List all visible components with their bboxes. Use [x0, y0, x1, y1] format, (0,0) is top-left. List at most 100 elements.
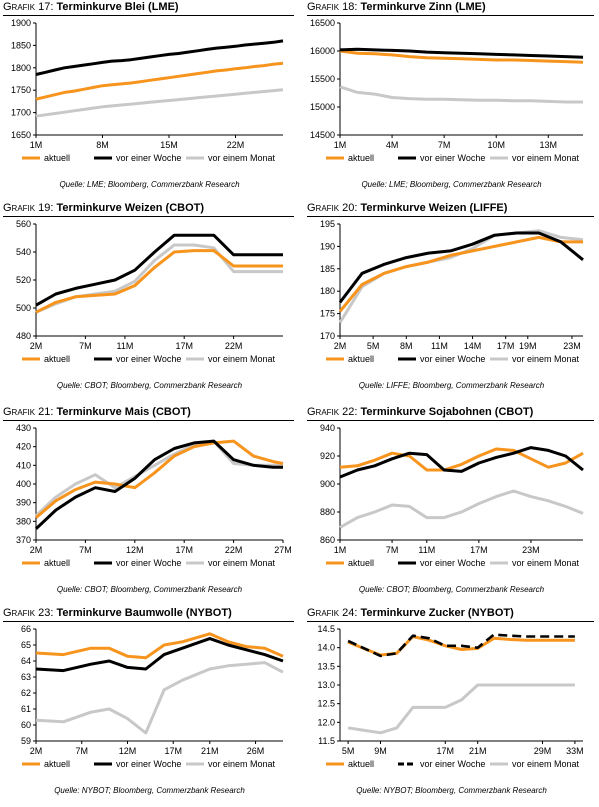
chart-title: Grafik 18: Terminkurve Zinn (LME) [307, 1, 486, 13]
y-tick-label: 59 [21, 736, 31, 746]
y-tick-label: 16000 [310, 46, 335, 56]
legend-label: vor einem Monat [512, 153, 580, 163]
legend-label: aktuell [44, 354, 70, 364]
y-tick-label: 860 [320, 535, 335, 545]
y-tick-label: 12.0 [317, 717, 335, 727]
title-rule [307, 216, 594, 217]
y-tick-label: 480 [16, 331, 31, 341]
y-tick-label: 61 [21, 704, 31, 714]
y-tick-label: 11.5 [318, 736, 335, 746]
legend-label: aktuell [44, 558, 70, 568]
x-tick-label: 23M [522, 545, 540, 555]
x-tick-label: 5M [367, 341, 380, 351]
x-tick-label: 12M [119, 746, 137, 756]
x-tick-label: 26M [247, 746, 265, 756]
legend-label: aktuell [348, 558, 374, 568]
line-chart: 11.5 12.0 12.5 13.0 13.5 14.0 14.5 5M 9M 17M 21M 29… [317, 624, 583, 769]
chart-title-text: Terminkurve Zinn (LME) [360, 1, 486, 13]
y-tick-label: 66 [21, 624, 31, 634]
y-tick-label: 560 [16, 219, 31, 229]
y-tick-label: 370 [16, 535, 31, 545]
y-tick-label: 520 [16, 275, 31, 285]
x-tick-label: 2M [334, 341, 347, 351]
y-tick-label: 63 [21, 672, 31, 682]
x-tick-label: 1M [334, 545, 347, 555]
legend-label: vor einem Monat [512, 558, 580, 568]
chart-source: Quelle: CBOT; Bloomberg, Commerzbank Res… [56, 585, 243, 594]
series-line-vor-einem-monat [34, 439, 283, 517]
chart-title-text: Terminkurve Weizen (CBOT) [56, 202, 205, 214]
x-tick-label: 8M [400, 341, 413, 351]
y-tick-label: 14.5 [317, 624, 335, 634]
legend-label: aktuell [348, 759, 374, 769]
x-tick-label: 17M [175, 341, 193, 351]
chart-panel-22: Grafik 22: Terminkurve Sojabohnen (CBOT)… [304, 405, 599, 606]
title-rule [3, 420, 294, 421]
chart-title: Grafik 17: Terminkurve Blei (LME) [3, 1, 179, 13]
legend-label: aktuell [44, 153, 70, 163]
legend-label: vor einer Woche [116, 354, 181, 364]
x-tick-label: 7M [75, 746, 88, 756]
x-tick-label: 2M [30, 341, 43, 351]
y-tick-label: 60 [21, 720, 31, 730]
y-tick-label: 940 [320, 423, 335, 433]
series-line-vor-einer-woche [347, 633, 575, 658]
x-tick-label: 29M [534, 746, 552, 756]
line-chart: 480 500 520 540 560 2M 7M 11M 17M 22M aktuell vor e… [16, 219, 283, 364]
y-tick-label: 920 [320, 451, 335, 461]
line-chart: 59 60 61 62 63 64 65 66 2M 7M 12M 17M 21M 26M aktuell v… [21, 624, 284, 769]
series-line-aktuell [338, 235, 583, 313]
chart-source: Quelle: LME; Bloomberg, Commerzbank Rese… [59, 180, 240, 189]
chart-source: Quelle: NYBOT; Bloomberg, Commerzbank Re… [356, 786, 547, 795]
chart-title-text: Terminkurve Blei (LME) [56, 1, 179, 13]
y-tick-label: 190 [320, 241, 335, 251]
x-tick-label: 17M [164, 746, 182, 756]
y-tick-label: 1700 [11, 108, 31, 118]
chart-title-text: Terminkurve Weizen (LIFFE) [360, 202, 508, 214]
x-tick-label: 11M [431, 341, 448, 351]
chart-title: Grafik 23: Terminkurve Baumwolle (NYBOT) [3, 607, 232, 619]
x-tick-label: 23M [563, 341, 581, 351]
y-tick-label: 13.0 [317, 680, 335, 690]
chart-panel-19: Grafik 19: Terminkurve Weizen (CBOT) 480 5… [0, 201, 299, 402]
y-tick-label: 65 [21, 640, 31, 650]
x-tick-label: 11M [418, 545, 435, 555]
series-line-vor-einer-woche [338, 231, 584, 304]
x-tick-label: 10M [487, 140, 505, 150]
chart-title: Grafik 22: Terminkurve Sojabohnen (CBOT) [307, 406, 533, 418]
chart-source: Quelle: LIFFE; Bloomberg, Commerzbank Re… [358, 381, 545, 390]
x-tick-label: 9M [374, 746, 387, 756]
title-rule [3, 216, 294, 217]
x-tick-label: 22M [225, 545, 243, 555]
legend-label: vor einem Monat [208, 759, 276, 769]
line-chart: 170 175 180 185 190 195 2M 5M 8M 11M 14M 17M 19M 23M a… [320, 219, 584, 364]
series-line-aktuell [347, 635, 575, 657]
series-line-vor-einem-monat [35, 88, 284, 118]
x-tick-label: 19M [519, 341, 537, 351]
chart-title: Grafik 20: Terminkurve Weizen (LIFFE) [307, 202, 507, 214]
chart-source: Quelle: LME; Bloomberg, Commerzbank Rese… [361, 180, 542, 189]
chart-title: Grafik 24: Terminkurve Zucker (NYBOT) [307, 607, 514, 619]
x-tick-label: 7M [386, 545, 399, 555]
chart-number: Grafik 19: [3, 202, 54, 214]
y-tick-label: 12.5 [317, 699, 335, 709]
series-line-aktuell [35, 632, 284, 660]
chart-number: Grafik 22: [307, 406, 358, 418]
chart-source: Quelle: NYBOT; Bloomberg, Commerzbank Re… [54, 786, 245, 795]
series-line-aktuell [339, 447, 584, 472]
title-rule [307, 15, 594, 16]
series-line-vor-einem-monat [35, 661, 284, 735]
x-tick-label: 17M [497, 341, 515, 351]
legend-label: vor einem Monat [208, 558, 276, 568]
y-tick-label: 1800 [11, 63, 31, 73]
x-tick-label: 21M [469, 746, 487, 756]
x-tick-label: 27M [274, 545, 292, 555]
y-tick-label: 170 [320, 331, 335, 341]
y-tick-label: 410 [16, 460, 31, 470]
legend-label: vor einem Monat [512, 759, 580, 769]
y-tick-label: 1850 [11, 40, 31, 50]
x-tick-label: 2M [30, 746, 43, 756]
x-tick-label: 2M [30, 545, 43, 555]
x-tick-label: 17M [175, 545, 193, 555]
x-tick-label: 22M [227, 140, 245, 150]
